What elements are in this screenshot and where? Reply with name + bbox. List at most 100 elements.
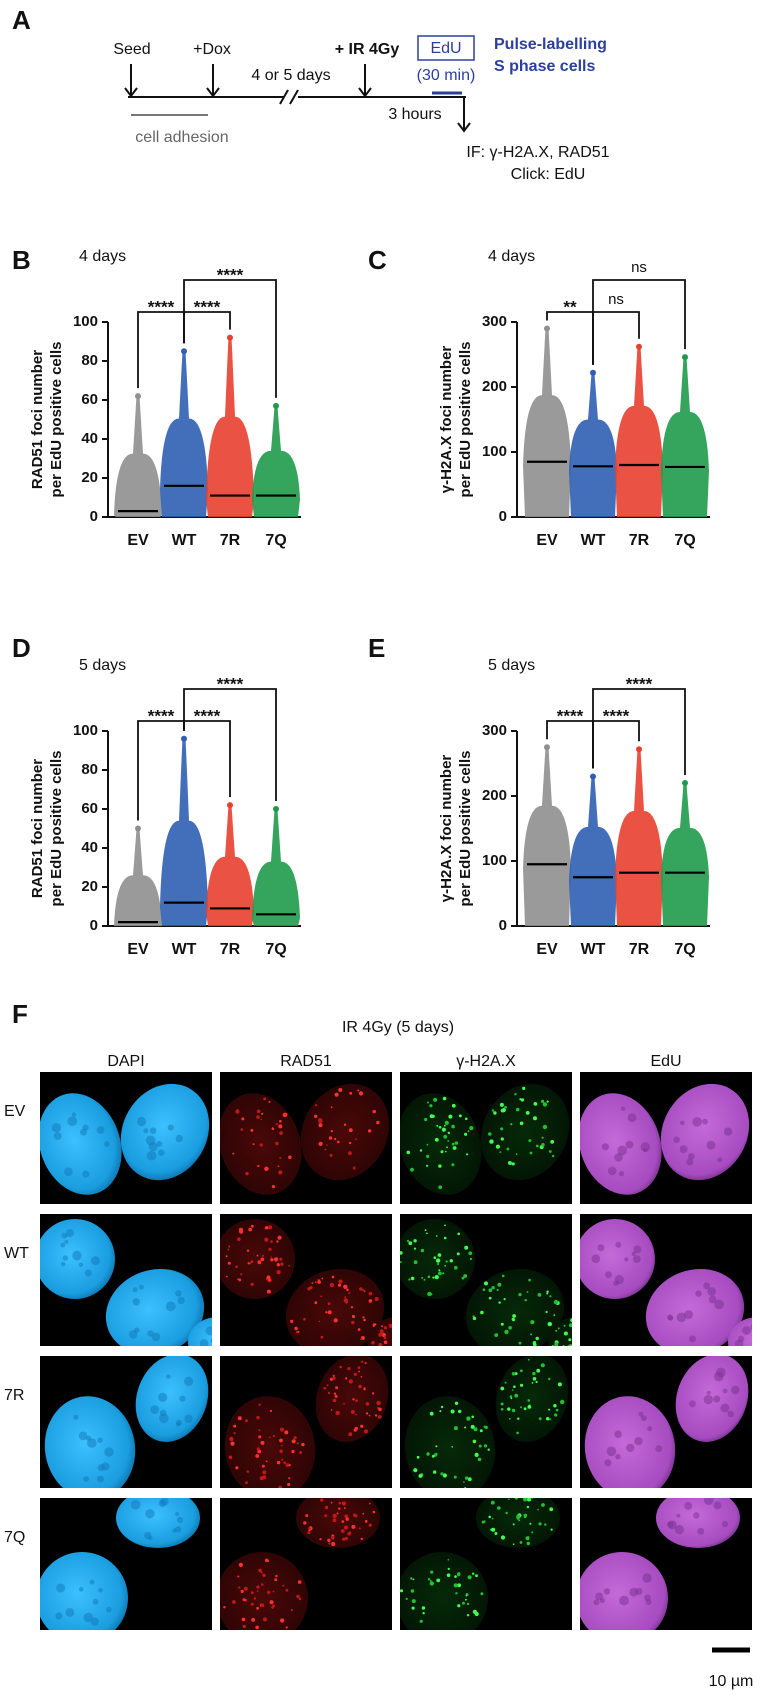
texture bbox=[679, 1145, 688, 1154]
focus bbox=[345, 1377, 348, 1380]
texture bbox=[688, 1153, 695, 1160]
focus bbox=[287, 1482, 291, 1487]
subtitle: 5 days bbox=[488, 657, 535, 674]
focus bbox=[456, 1252, 460, 1256]
focus bbox=[438, 1126, 442, 1129]
focus bbox=[351, 1320, 355, 1325]
nucleus bbox=[188, 1317, 212, 1346]
focus bbox=[413, 1468, 418, 1473]
focus bbox=[549, 1418, 552, 1421]
focus bbox=[511, 1162, 515, 1166]
focus bbox=[260, 1571, 263, 1574]
focus bbox=[541, 1503, 545, 1507]
focus bbox=[376, 1400, 381, 1406]
focus bbox=[531, 1531, 534, 1534]
chart: 4 days γ-H2A.X foci number per EdU positiv… bbox=[438, 248, 710, 549]
focus bbox=[307, 1531, 311, 1535]
focus bbox=[426, 1232, 428, 1235]
focus bbox=[314, 1301, 318, 1305]
focus bbox=[563, 1324, 566, 1327]
focus bbox=[308, 1529, 311, 1532]
texture bbox=[165, 1301, 176, 1312]
nucleus bbox=[660, 1083, 750, 1181]
texture bbox=[633, 1245, 642, 1254]
focus bbox=[327, 1310, 332, 1315]
pulse-label: Pulse-labelling bbox=[494, 36, 607, 53]
focus bbox=[266, 1559, 270, 1563]
texture bbox=[92, 1598, 99, 1605]
texture bbox=[717, 1157, 723, 1163]
focus bbox=[557, 1327, 560, 1330]
texture bbox=[199, 1339, 209, 1346]
focus bbox=[511, 1372, 516, 1376]
swarm bbox=[160, 738, 208, 926]
focus bbox=[406, 1150, 411, 1155]
y-tick-label: 80 bbox=[81, 761, 98, 778]
focus bbox=[238, 1586, 241, 1589]
x-tick-label: WT bbox=[172, 941, 197, 958]
focus bbox=[281, 1458, 284, 1461]
texture bbox=[626, 1443, 635, 1453]
focus bbox=[250, 1591, 254, 1594]
focus bbox=[355, 1399, 358, 1402]
focus bbox=[351, 1524, 356, 1529]
focus bbox=[444, 1633, 448, 1637]
focus bbox=[438, 1185, 443, 1190]
texture bbox=[98, 1587, 103, 1593]
focus bbox=[357, 1089, 360, 1092]
texture bbox=[673, 1136, 680, 1144]
focus bbox=[434, 1275, 439, 1280]
texture bbox=[613, 1280, 619, 1287]
focus bbox=[317, 1279, 320, 1282]
focus bbox=[353, 1372, 357, 1376]
sample-label: WT bbox=[4, 1245, 29, 1262]
texture bbox=[176, 1419, 182, 1426]
texture bbox=[638, 1411, 644, 1417]
focus bbox=[272, 1590, 275, 1593]
focus bbox=[326, 1144, 328, 1146]
focus bbox=[274, 1578, 278, 1582]
focus bbox=[500, 1386, 505, 1391]
focus bbox=[260, 1118, 263, 1121]
focus bbox=[551, 1345, 555, 1346]
focus bbox=[331, 1275, 335, 1279]
focus bbox=[402, 1354, 404, 1356]
focus bbox=[466, 1602, 470, 1606]
focus bbox=[499, 1495, 501, 1497]
focus bbox=[549, 1507, 554, 1512]
focus bbox=[527, 1405, 532, 1409]
focus bbox=[229, 1436, 234, 1442]
significance-label: **** bbox=[194, 297, 221, 316]
significance-label: **** bbox=[148, 706, 175, 725]
focus bbox=[245, 1419, 248, 1423]
focus bbox=[279, 1131, 283, 1135]
focus bbox=[374, 1414, 378, 1417]
texture bbox=[159, 1409, 167, 1417]
focus bbox=[348, 1292, 351, 1295]
focus bbox=[344, 1536, 348, 1541]
focus bbox=[352, 1398, 355, 1401]
focus bbox=[410, 1276, 415, 1281]
focus bbox=[256, 1447, 260, 1451]
focus bbox=[376, 1120, 380, 1125]
focus bbox=[275, 1123, 278, 1126]
y-tick-label: 0 bbox=[90, 508, 98, 525]
texture bbox=[175, 1526, 182, 1533]
focus bbox=[553, 1347, 557, 1351]
focus bbox=[264, 1166, 269, 1171]
swarm bbox=[160, 351, 208, 517]
focus bbox=[512, 1314, 516, 1318]
focus bbox=[360, 1424, 364, 1428]
focus bbox=[506, 1147, 510, 1151]
significance-label: **** bbox=[194, 706, 221, 725]
focus bbox=[250, 1260, 254, 1263]
focus bbox=[408, 1278, 411, 1281]
focus bbox=[531, 1382, 534, 1384]
focus bbox=[353, 1166, 356, 1169]
focus bbox=[480, 1592, 484, 1596]
texture bbox=[614, 1153, 623, 1162]
focus bbox=[462, 1601, 465, 1605]
panel-f-title: IR 4Gy (5 days) bbox=[342, 1019, 454, 1036]
focus bbox=[383, 1350, 385, 1352]
